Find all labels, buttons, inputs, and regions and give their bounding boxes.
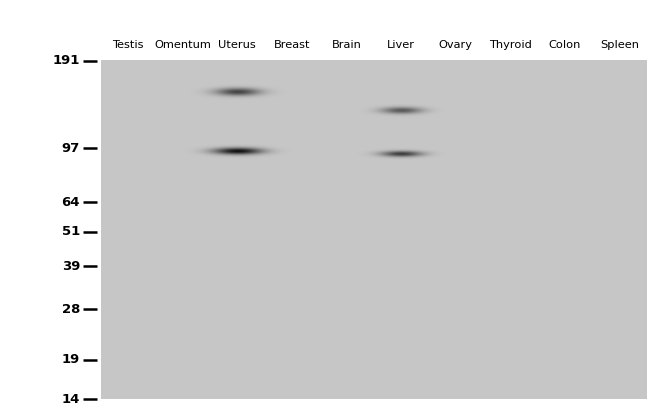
Bar [488, 61, 532, 399]
Text: 51: 51 [62, 225, 80, 238]
Bar [324, 61, 369, 399]
Text: Breast: Breast [274, 40, 310, 50]
Text: 14: 14 [62, 393, 80, 406]
Text: 39: 39 [62, 260, 80, 273]
Text: Ovary: Ovary [439, 40, 473, 50]
Bar [106, 61, 150, 399]
Text: Uterus: Uterus [218, 40, 256, 50]
Text: Omentum: Omentum [154, 40, 211, 50]
Bar [161, 61, 205, 399]
Text: Brain: Brain [332, 40, 361, 50]
Text: Colon: Colon [549, 40, 581, 50]
Bar [270, 61, 314, 399]
Text: 191: 191 [53, 54, 80, 67]
Text: Spleen: Spleen [600, 40, 639, 50]
Bar [434, 61, 478, 399]
Bar [543, 61, 587, 399]
Bar [379, 61, 423, 399]
Bar [597, 61, 642, 399]
Text: Testis: Testis [112, 40, 144, 50]
Text: 97: 97 [62, 142, 80, 155]
Text: Thyroid: Thyroid [489, 40, 532, 50]
Text: Liver: Liver [387, 40, 415, 50]
Text: 19: 19 [62, 353, 80, 366]
Text: 64: 64 [62, 196, 80, 209]
Bar [215, 61, 259, 399]
Text: 28: 28 [62, 303, 80, 316]
